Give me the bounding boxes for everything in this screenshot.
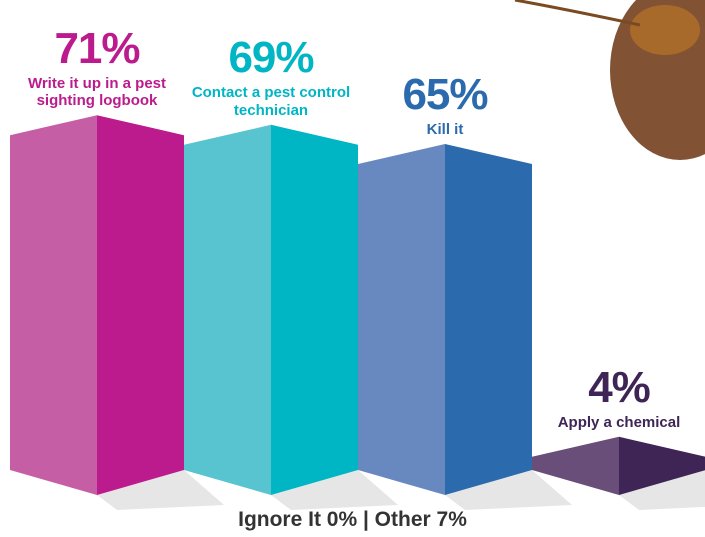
bar-right-face xyxy=(271,124,358,496)
category-label: Contact a pest control technician xyxy=(191,84,351,119)
bar-left-face xyxy=(358,144,445,495)
bar-right-face xyxy=(619,436,705,495)
bar-left-face xyxy=(184,124,271,496)
value-label: 69% xyxy=(228,33,314,83)
bar-shadow xyxy=(271,470,398,510)
bar-label: 71% Write it up in a pest sighting logboo… xyxy=(9,23,185,110)
bar-label: 65% Kill it xyxy=(357,69,533,138)
cockroach-antenna xyxy=(514,0,641,27)
bar-label: 4% Apply a chemical xyxy=(531,362,705,431)
bar-shadow xyxy=(619,470,705,510)
bar-label: 69% Contact a pest control technician xyxy=(183,36,359,119)
bar xyxy=(532,436,705,495)
value-label: 65% xyxy=(402,69,488,119)
cockroach-decoration xyxy=(514,0,705,160)
bar-shadow xyxy=(97,470,224,510)
bar-left-face xyxy=(10,115,97,495)
footnote: Ignore It 0% | Other 7% xyxy=(238,508,467,531)
bar xyxy=(358,144,532,495)
category-label: Kill it xyxy=(426,120,464,138)
bar-right-face xyxy=(97,115,184,495)
value-label: 4% xyxy=(588,362,651,412)
category-label: Write it up in a pest sighting logbook xyxy=(27,74,167,109)
bar xyxy=(184,124,358,496)
category-label: Apply a chemical xyxy=(557,413,681,431)
bar xyxy=(10,115,184,495)
bar-shadow xyxy=(445,470,572,510)
bar-left-face xyxy=(532,436,619,495)
cockroach-head xyxy=(630,5,700,55)
value-label: 71% xyxy=(54,23,140,73)
bar-right-face xyxy=(445,144,532,495)
